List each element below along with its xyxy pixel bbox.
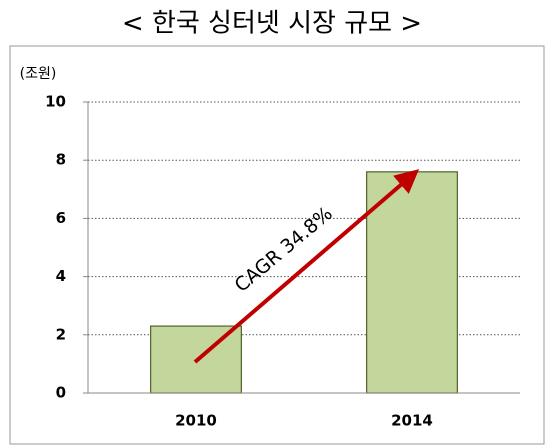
growth-arrow bbox=[193, 169, 420, 364]
y-tick-label: 4 bbox=[56, 267, 66, 285]
y-tick-label: 0 bbox=[56, 384, 66, 402]
bar bbox=[366, 171, 458, 394]
y-tick-label: 2 bbox=[56, 325, 66, 343]
chart-frame bbox=[9, 45, 545, 445]
chart-title: < 한국 싱터넷 시장 규모 > bbox=[122, 9, 422, 39]
annotation: CAGR 34.8% bbox=[231, 203, 337, 297]
y-tick-label: 10 bbox=[45, 93, 66, 111]
x-tick-label: 2010 bbox=[175, 412, 217, 430]
x-tick-label: 2014 bbox=[391, 412, 433, 430]
y-tick-label: 6 bbox=[56, 209, 66, 227]
y-axis-label: (조원) bbox=[20, 66, 57, 82]
y-tick-label: 8 bbox=[56, 151, 66, 169]
